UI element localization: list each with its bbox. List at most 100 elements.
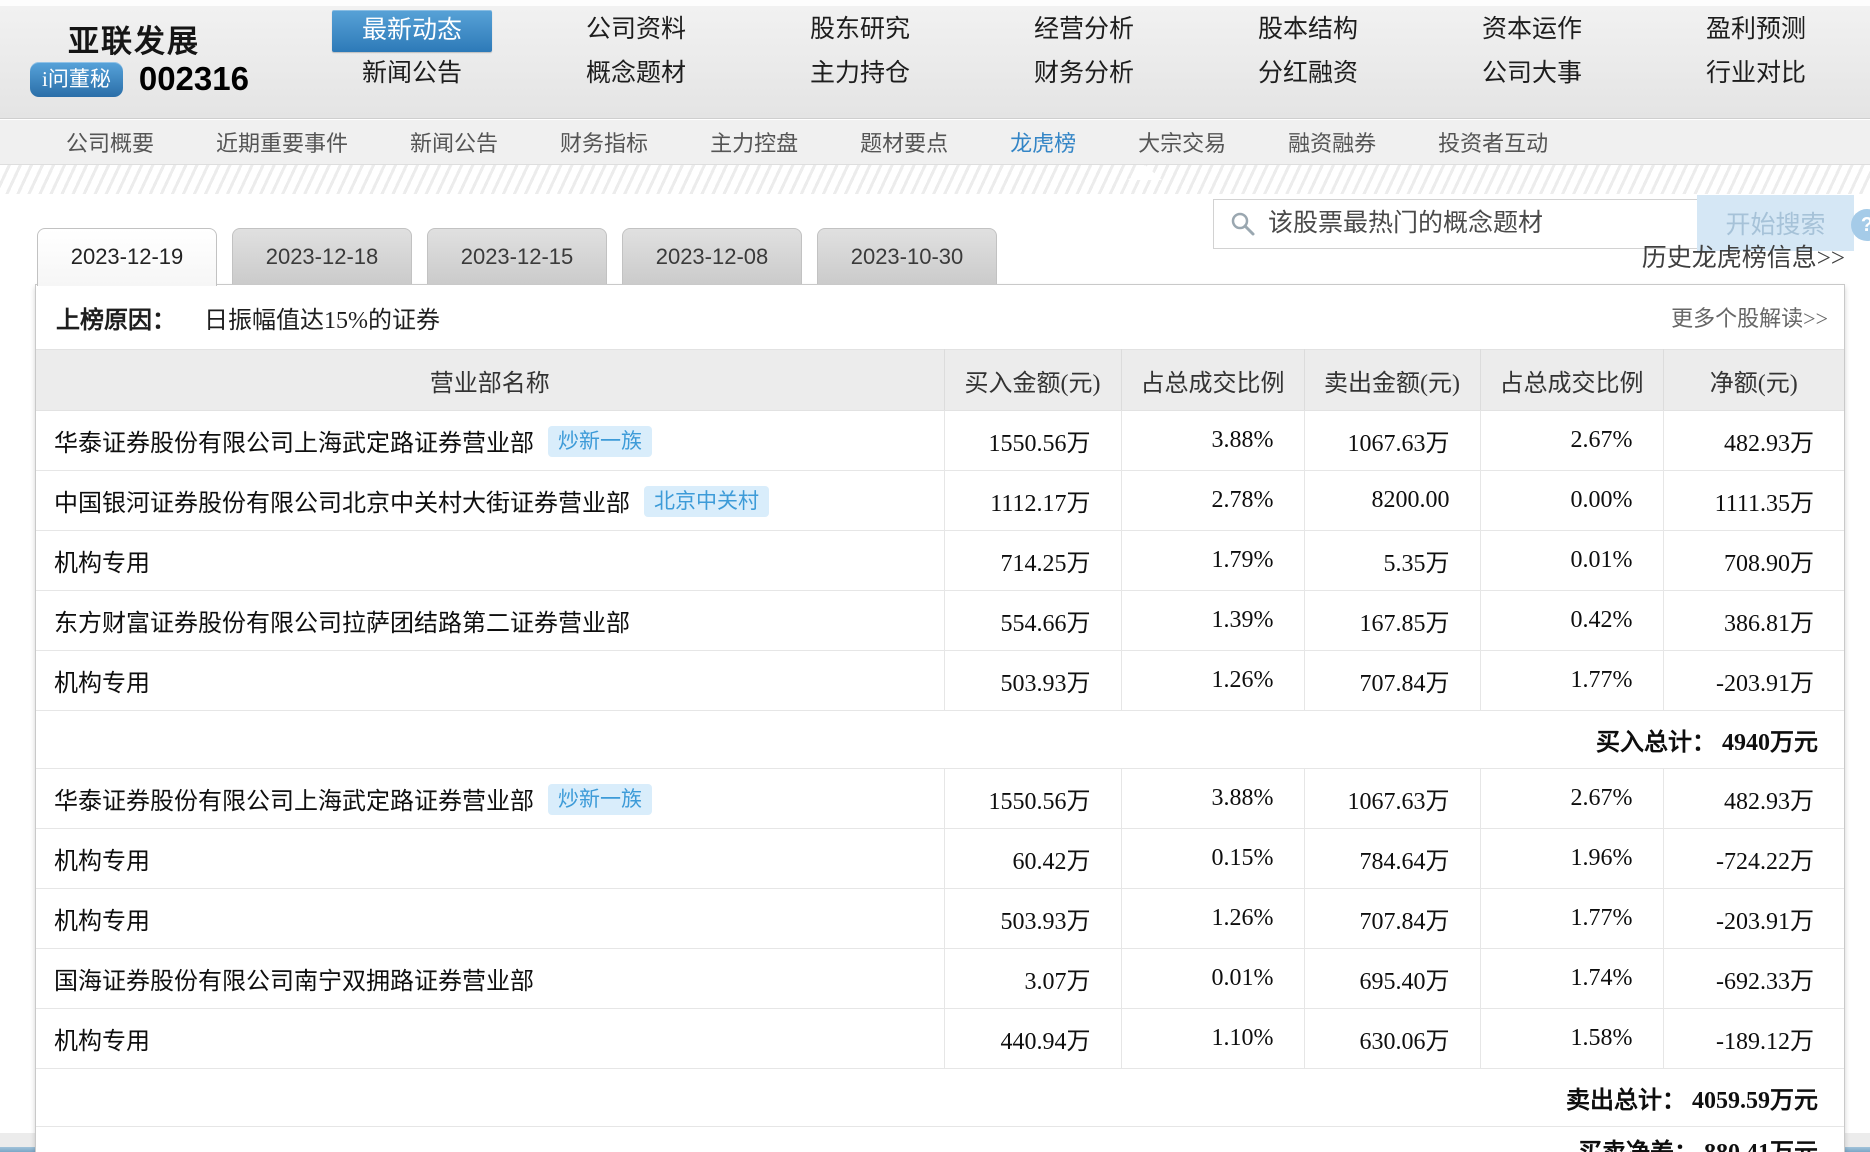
buy-pct: 3.88% [1121,768,1305,829]
buy-pct: 1.26% [1121,888,1305,949]
net-amount: 708.90万 [1663,530,1844,591]
nav-latest-news[interactable]: 最新动态 [331,10,492,52]
tab-date-2[interactable]: 2023-12-18 [232,228,412,284]
buy-amount: 60.42万 [944,828,1122,889]
branch-name-link[interactable]: 东方财富证券股份有限公司拉萨团结路第二证券营业部 [54,611,630,637]
subnav-recent-events[interactable]: 近期重要事件 [216,131,349,156]
sell-pct: 1.96% [1480,828,1664,889]
nav-dividend-financing[interactable]: 分红融资 [1257,60,1358,87]
sell-amount: 1067.63万 [1304,768,1481,829]
subnav-margin-trading[interactable]: 融资融券 [1288,131,1377,156]
sell-amount: 695.40万 [1304,948,1481,1009]
subnav-company-overview[interactable]: 公司概要 [66,131,155,156]
branch-name-link[interactable]: 机构专用 [54,551,150,577]
branch-name-link[interactable]: 华泰证券股份有限公司上海武定路证券营业部 [54,431,534,457]
sell-amount: 707.84万 [1304,888,1481,949]
buy-pct: 1.26% [1121,650,1305,711]
help-icon[interactable]: ? [1851,209,1870,241]
reason-label: 上榜原因： [56,307,176,334]
col-net: 净额(元) [1663,349,1844,411]
tab-date-5[interactable]: 2023-10-30 [817,228,997,284]
active-tab-pointer [1128,165,1162,180]
net-amount: -724.22万 [1663,828,1844,889]
buy-row-5: 机构专用 503.93万 1.26% 707.84万 1.77% -203.91… [36,650,1844,711]
branch-tag[interactable]: 北京中关村 [644,486,769,517]
sell-row-2: 机构专用 60.42万 0.15% 784.64万 1.96% -724.22万 [36,828,1844,889]
branch-tag[interactable]: 炒新一族 [548,426,652,457]
start-search-button[interactable]: 开始搜索 [1697,195,1854,251]
buy-pct: 1.10% [1121,1008,1305,1069]
sell-pct: 1.58% [1480,1008,1664,1069]
nav-industry-comparison[interactable]: 行业对比 [1705,60,1806,87]
more-analysis-link[interactable]: 更多个股解读>> [1671,306,1828,331]
sell-total-row: 卖出总计： 4059.59万元 [36,1068,1844,1127]
listing-reason-row: 上榜原因： 日振幅值达15%的证券 更多个股解读>> [36,285,1844,349]
branch-name-link[interactable]: 华泰证券股份有限公司上海武定路证券营业部 [54,789,534,815]
buy-amount: 554.66万 [944,590,1122,651]
nav-profit-forecast[interactable]: 盈利预测 [1705,16,1806,43]
branch-name-link[interactable]: 机构专用 [54,1029,150,1055]
sell-pct: 1.77% [1480,888,1664,949]
reason-value: 日振幅值达15%的证券 [204,307,440,334]
net-amount: 482.93万 [1663,410,1844,471]
col-sell-amount: 卖出金额(元) [1304,349,1481,411]
nav-capital-operation[interactable]: 资本运作 [1481,16,1582,43]
buy-amount: 1550.56万 [944,768,1122,829]
nav-announcements[interactable]: 新闻公告 [361,60,462,87]
buy-row-2: 中国银河证券股份有限公司北京中关村大街证券营业部 北京中关村 1112.17万 2… [36,470,1844,531]
nav-company-profile[interactable]: 公司资料 [585,16,686,43]
history-lhb-link[interactable]: 历史龙虎榜信息>> [1641,245,1845,272]
net-amount: -189.12万 [1663,1008,1844,1069]
buy-pct: 2.78% [1121,470,1305,531]
buy-row-4: 东方财富证券股份有限公司拉萨团结路第二证券营业部 554.66万 1.39% 1… [36,590,1844,651]
buy-amount: 503.93万 [944,650,1122,711]
subnav-investor-interaction[interactable]: 投资者互动 [1438,131,1549,156]
subnav-dragon-tiger-list[interactable]: 龙虎榜 [1010,131,1077,156]
nav-operation-analysis[interactable]: 经营分析 [1033,16,1134,43]
subnav-block-trades[interactable]: 大宗交易 [1138,131,1227,156]
tab-date-3[interactable]: 2023-12-15 [427,228,607,284]
ask-secretary-badge[interactable]: i问董秘 [30,61,123,97]
sell-amount: 167.85万 [1304,590,1481,651]
buy-amount: 3.07万 [944,948,1122,1009]
nav-equity-structure[interactable]: 股本结构 [1257,16,1358,43]
nav-shareholder-research[interactable]: 股东研究 [809,16,910,43]
sell-pct: 2.67% [1480,410,1664,471]
branch-name-link[interactable]: 机构专用 [54,671,150,697]
sell-row-1: 华泰证券股份有限公司上海武定路证券营业部 炒新一族 1550.56万 3.88% … [36,768,1844,829]
tab-date-1[interactable]: 2023-12-19 [37,228,217,286]
date-tabs: 2023-12-19 2023-12-18 2023-12-15 2023-12… [37,228,997,286]
net-diff-row: 买卖净差： 880.41万元 [36,1127,1844,1152]
buy-amount: 1112.17万 [944,470,1122,531]
nav-main-positions[interactable]: 主力持仓 [809,60,910,87]
sell-amount: 8200.00 [1304,470,1481,531]
branch-name-link[interactable]: 国海证券股份有限公司南宁双拥路证券营业部 [54,969,534,995]
nav-company-events[interactable]: 公司大事 [1481,60,1582,87]
buy-total-label: 买入总计： [1596,730,1716,756]
hatched-divider [0,165,1870,194]
sell-pct: 1.74% [1480,948,1664,1009]
lhb-panel: 上榜原因： 日振幅值达15%的证券 更多个股解读>> 营业部名称 买入金额(元)… [35,284,1845,1152]
sell-amount: 630.06万 [1304,1008,1481,1069]
sub-nav: 公司概要 近期重要事件 新闻公告 财务指标 主力控盘 题材要点 龙虎榜 大宗交易… [0,119,1870,165]
sell-pct: 0.01% [1480,530,1664,591]
tab-date-4[interactable]: 2023-12-08 [622,228,802,284]
branch-tag[interactable]: 炒新一族 [548,784,652,815]
subnav-main-control[interactable]: 主力控盘 [710,131,799,156]
buy-pct: 1.79% [1121,530,1305,591]
sell-total-label: 卖出总计： [1566,1088,1686,1114]
branch-name-link[interactable]: 中国银河证券股份有限公司北京中关村大街证券营业部 [54,491,630,517]
subnav-theme-points[interactable]: 题材要点 [860,131,949,156]
nav-concepts[interactable]: 概念题材 [585,60,686,87]
buy-pct: 0.15% [1121,828,1305,889]
subnav-financial-indicators[interactable]: 财务指标 [560,131,649,156]
nav-financial-analysis[interactable]: 财务分析 [1033,60,1134,87]
subnav-news[interactable]: 新闻公告 [410,131,499,156]
sell-amount: 5.35万 [1304,530,1481,591]
branch-name-link[interactable]: 机构专用 [54,909,150,935]
buy-amount: 714.25万 [944,530,1122,591]
sell-row-5: 机构专用 440.94万 1.10% 630.06万 1.58% -189.12… [36,1008,1844,1069]
branch-name-link[interactable]: 机构专用 [54,849,150,875]
buy-amount: 440.94万 [944,1008,1122,1069]
